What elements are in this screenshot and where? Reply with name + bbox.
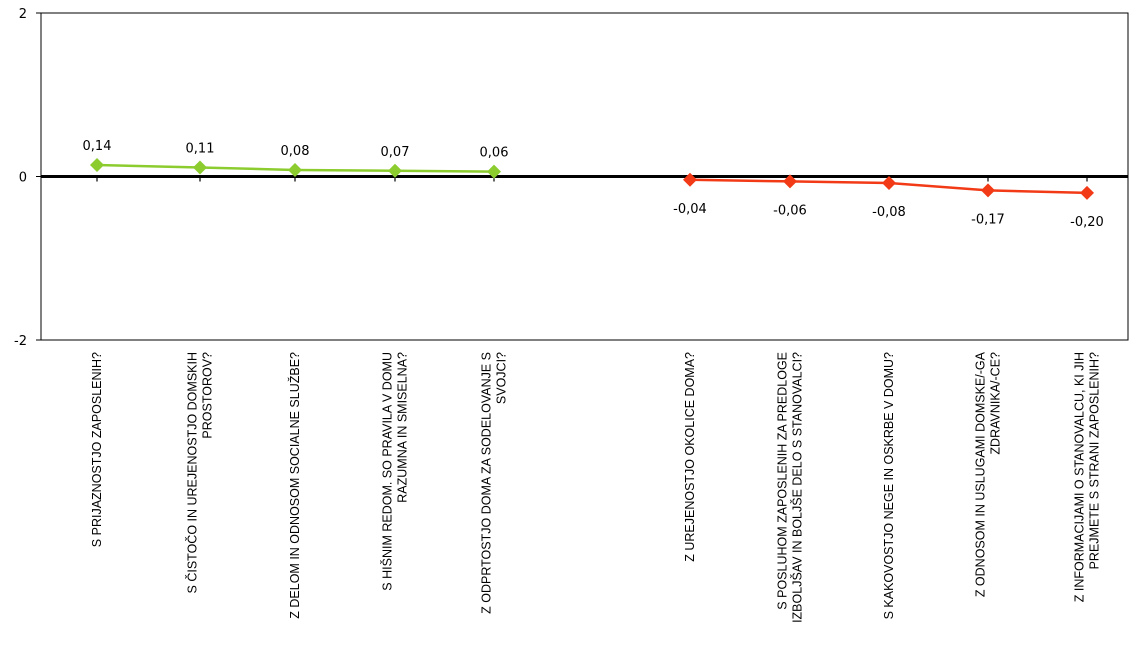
x-tick-label-line: Z UREJENOSTJO OKOLICE DOMA? bbox=[683, 352, 697, 562]
x-tick-label-line: Z ODPRTOSTJO DOMA ZA SODELOVANJE S bbox=[480, 352, 494, 614]
data-point bbox=[193, 160, 207, 175]
data-label: -0,08 bbox=[872, 205, 906, 220]
x-tick-label-line: IZBOLJŠAV IN BOLJŠE DELO S STANOVALCI? bbox=[790, 352, 805, 623]
x-tick-label-line: ZDRAVNIKA/-CE? bbox=[989, 352, 1003, 455]
x-tick-label-line: S POSLUHOM ZAPOSLENIH ZA PREDLOGE bbox=[776, 352, 790, 610]
x-tick-label-line: Z ODNOSOM IN USLUGAMI DOMSKE/-GA bbox=[974, 351, 988, 597]
data-point bbox=[882, 176, 896, 191]
x-tick-label-line: S HIŠNIM REDOM. SO PRAVILA V DOMU bbox=[380, 352, 395, 591]
x-tick-label: S HIŠNIM REDOM. SO PRAVILA V DOMU RAZUMNA… bbox=[380, 352, 410, 591]
data-point bbox=[90, 158, 104, 173]
x-tick-label-line: RAZUMNA IN SMISELNA? bbox=[396, 352, 410, 503]
data-label: -0,04 bbox=[673, 202, 707, 217]
data-label: 0,14 bbox=[83, 139, 112, 154]
data-label: 0,11 bbox=[186, 142, 215, 157]
data-point bbox=[783, 174, 797, 189]
x-tick-label: S PRIJAZNOSTJO ZAPOSLENIH? bbox=[90, 352, 104, 547]
data-label: -0,17 bbox=[971, 212, 1005, 227]
x-tick-label-line: PREJMETE S STRANI ZAPOSLENIH? bbox=[1088, 352, 1102, 569]
y-tick-label: -2 bbox=[14, 334, 27, 349]
data-point bbox=[388, 163, 402, 178]
x-tick-label-line: PROSTOROV? bbox=[201, 352, 215, 439]
data-point bbox=[288, 162, 302, 177]
x-tick-label: Z ODPRTOSTJO DOMA ZA SODELOVANJE S SVOJCI… bbox=[480, 352, 509, 614]
data-label: 0,07 bbox=[381, 145, 410, 160]
y-tick-label: 2 bbox=[19, 7, 27, 22]
x-tick-label-line: S ČISTOČO IN UREJENOSTJO DOMSKIH bbox=[185, 352, 200, 593]
data-point bbox=[1080, 185, 1094, 200]
x-tick-label: Z UREJENOSTJO OKOLICE DOMA? bbox=[683, 352, 697, 562]
x-tick-label: Z INFORMACIJAMI O STANOVALCU, KI JIH PREJ… bbox=[1073, 352, 1102, 602]
x-tick-label-line: Z DELOM IN ODNOSOM SOCIALNE SLUŽBE? bbox=[287, 352, 302, 619]
data-label: -0,20 bbox=[1070, 215, 1104, 230]
data-point bbox=[487, 164, 501, 179]
x-tick-label: Z ODNOSOM IN USLUGAMI DOMSKE/-GA ZDRAVNIK… bbox=[974, 351, 1003, 597]
x-tick-label-line: S PRIJAZNOSTJO ZAPOSLENIH? bbox=[90, 352, 104, 547]
x-tick-label-line: SVOJCI? bbox=[495, 352, 509, 404]
data-point bbox=[981, 183, 995, 198]
x-tick-label-line: S KAKOVOSTJO NEGE IN OSKRBE V DOMU? bbox=[882, 352, 896, 619]
data-label: 0,06 bbox=[480, 146, 509, 161]
x-tick-label: Z DELOM IN ODNOSOM SOCIALNE SLUŽBE? bbox=[287, 352, 302, 619]
x-tick-label: S KAKOVOSTJO NEGE IN OSKRBE V DOMU? bbox=[882, 352, 896, 619]
x-tick-label: S ČISTOČO IN UREJENOSTJO DOMSKIH PROSTORO… bbox=[185, 352, 215, 594]
y-tick-label: 0 bbox=[19, 171, 27, 186]
data-label: -0,06 bbox=[773, 203, 807, 218]
x-tick-label-line: Z INFORMACIJAMI O STANOVALCU, KI JIH bbox=[1073, 352, 1087, 602]
x-tick-label: S POSLUHOM ZAPOSLENIH ZA PREDLOGE IZBOLJŠ… bbox=[776, 352, 805, 623]
data-point bbox=[683, 172, 697, 187]
data-label: 0,08 bbox=[281, 144, 310, 159]
